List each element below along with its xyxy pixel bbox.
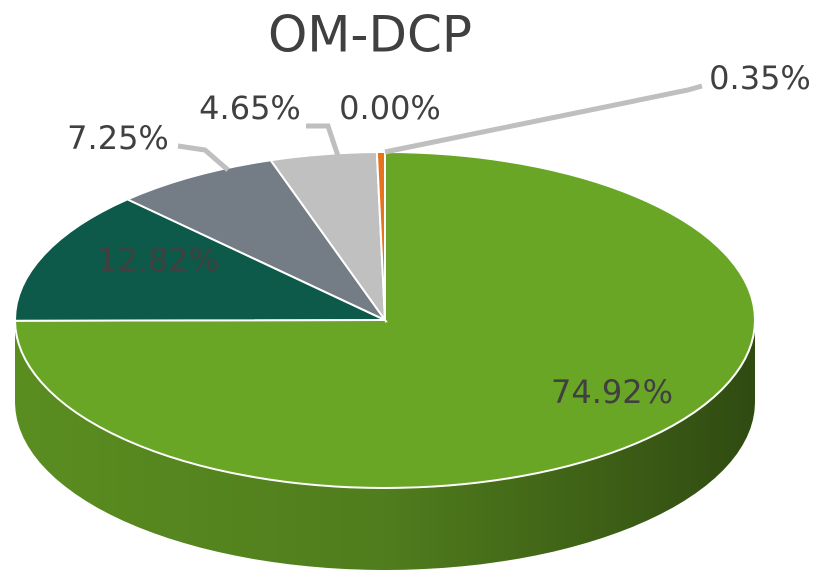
data-label: 74.92%: [551, 373, 673, 411]
data-label: 7.25%: [67, 119, 169, 157]
slice: [375, 150, 386, 321]
data-label: 0.00%: [339, 89, 441, 127]
slice: [14, 198, 386, 322]
data-label: 4.65%: [199, 89, 301, 127]
data-label: 0.35%: [709, 59, 811, 97]
slice-side-shade: [15, 320, 755, 570]
data-label: 12.82%: [97, 241, 219, 279]
chart-title: OM-DCP: [268, 6, 472, 64]
leader-line: [177, 143, 230, 172]
slice: [13, 150, 756, 489]
slice: [125, 159, 389, 323]
leader-line: [306, 123, 341, 157]
leader-line: [384, 83, 703, 155]
